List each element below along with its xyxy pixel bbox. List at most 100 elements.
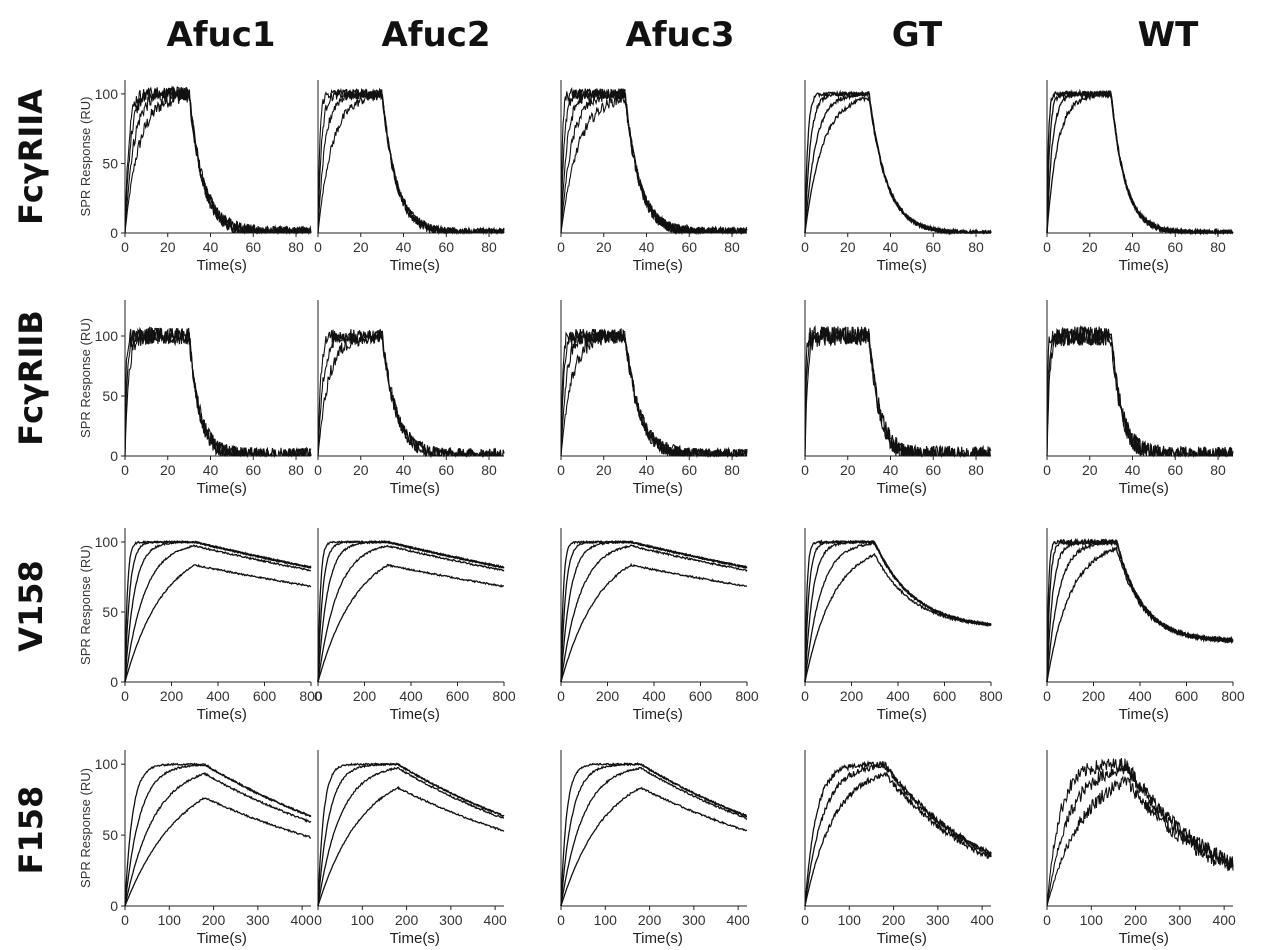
y-tick-label: 0 [110,898,118,914]
sensorgram-series [804,539,992,683]
y-tick-label: 100 [95,328,119,344]
sensorgram-series [804,89,992,236]
y-axis-label: SPR Response (RU) [78,318,93,438]
panel-FcγRIIB-WT: 0 20 40 60 80 Time(s) [1043,300,1234,497]
x-tick-label: 800 [1221,688,1245,704]
sensorgram-series [804,91,992,235]
x-tick-label: 60 [681,462,697,478]
row-header: F158 [12,786,50,875]
sensorgram-series [804,95,992,236]
sensorgram-series [1046,326,1233,458]
x-tick-label: 200 [840,688,864,704]
sensorgram-series [560,562,748,683]
sensorgram-series [804,90,992,236]
row-headers: FcγRIIA FcγRIIB V158 F158 [12,89,50,874]
panel-FcγRIIB-Afuc2: 0 20 40 60 80 Time(s) [314,300,505,497]
x-tick-label: 0 [1043,239,1051,255]
x-tick-label: 60 [245,462,261,478]
x-tick-label: 400 [399,688,423,704]
x-tick-label: 40 [396,462,412,478]
column-headers: Afuc1 Afuc2 Afuc3 GT WT [166,15,1199,55]
sensorgram-series [317,563,505,683]
x-axis-label: Time(s) [197,706,247,723]
sensorgram-series [1046,88,1233,236]
column-header: WT [1138,15,1200,55]
sensorgram-series [317,762,505,907]
x-tick-label: 100 [838,912,862,928]
row-header: V158 [12,560,50,652]
x-tick-label: 20 [160,462,176,478]
x-tick-label: 80 [288,462,304,478]
x-tick-label: 200 [353,688,377,704]
x-tick-label: 200 [1124,912,1148,928]
x-tick-label: 40 [203,239,219,255]
x-tick-label: 60 [925,462,941,478]
sensorgram-series [124,86,312,236]
panel-F158-WT: 0 100 200 300 400 Time(s) [1043,750,1236,947]
x-tick-label: 0 [121,462,129,478]
x-axis-label: Time(s) [1119,480,1169,497]
x-tick-label: 200 [202,912,226,928]
y-tick-label: 100 [95,756,119,772]
sensorgram-series [804,772,992,907]
x-tick-label: 300 [246,912,270,928]
row-header: FcγRIIA [12,89,50,225]
sensorgram-series [317,762,505,907]
panel-FcγRIIA-WT: 0 20 40 60 80 Time(s) [1043,80,1234,274]
y-axis-label: SPR Response (RU) [78,97,93,217]
sensorgram-series [804,541,992,683]
x-tick-label: 0 [121,688,129,704]
x-tick-label: 0 [314,688,322,704]
x-tick-label: 300 [1168,912,1192,928]
sensorgram-series [124,762,312,907]
x-axis-label: Time(s) [877,480,927,497]
x-tick-label: 400 [970,912,994,928]
x-axis-label: Time(s) [197,930,247,947]
x-tick-label: 20 [596,239,612,255]
x-tick-label: 0 [801,688,809,704]
x-tick-label: 40 [203,462,219,478]
sensorgram-series [124,326,312,459]
sensorgram-series [804,539,992,683]
x-tick-label: 0 [557,688,565,704]
x-tick-label: 80 [968,462,984,478]
x-tick-label: 60 [1167,239,1183,255]
sensorgram-series [124,544,312,683]
y-tick-label: 0 [110,225,118,241]
x-tick-label: 60 [438,239,454,255]
x-tick-label: 80 [1210,462,1226,478]
x-tick-label: 20 [353,462,369,478]
x-tick-label: 200 [882,912,906,928]
x-tick-label: 20 [160,239,176,255]
x-tick-label: 40 [639,462,655,478]
x-tick-label: 400 [642,688,666,704]
x-tick-label: 20 [353,239,369,255]
x-tick-label: 0 [1043,912,1051,928]
x-axis-label: Time(s) [390,257,440,274]
x-tick-label: 0 [557,912,565,928]
x-tick-label: 60 [681,239,697,255]
sensorgram-series [804,552,992,683]
x-tick-label: 20 [596,462,612,478]
sensorgram-series [317,329,504,459]
x-tick-label: 200 [596,688,620,704]
x-axis-label: Time(s) [877,257,927,274]
x-axis-label: Time(s) [1119,257,1169,274]
sensorgram-series [804,325,991,458]
sensorgram-series [317,766,504,907]
sensorgram-series [560,766,748,907]
sensorgram-series [317,544,505,683]
panel-V158-Afuc2: 0 200 400 600 800 Time(s) [314,528,516,723]
x-tick-label: 200 [1082,688,1106,704]
x-tick-label: 600 [446,688,470,704]
x-tick-label: 400 [290,912,314,928]
x-tick-label: 400 [1128,688,1152,704]
x-axis-label: Time(s) [1119,930,1169,947]
x-tick-label: 60 [1167,462,1183,478]
sensorgram-series [317,88,505,236]
y-tick-label: 100 [95,534,119,550]
sensorgram-series [560,762,748,907]
